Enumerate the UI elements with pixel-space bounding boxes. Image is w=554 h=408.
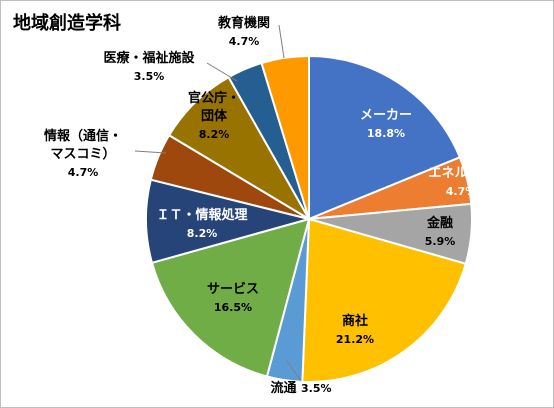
slice-value: 4.7% [229,35,260,48]
slice-value: 4.7% [68,166,99,179]
slice-value: 21.2% [336,333,374,346]
pie-slice [308,54,462,221]
slice-value: 3.5% [134,70,165,83]
chart-title: 地域創造学科 [13,13,121,34]
slice-name: 情報（通信・ [44,128,122,144]
leader-line [206,62,238,82]
pie-slice [301,217,467,383]
slice-value: 4.7% [446,185,477,198]
slice-name: 商社 [342,313,368,329]
slice-value: 8.2% [187,227,218,240]
slice-label: 流通 3.5% [270,380,331,396]
pie-slice [260,54,310,220]
pie-slice [150,217,311,378]
slice-name: 教育機関 [217,15,270,31]
leader-line [286,360,302,382]
leader-line [278,24,285,59]
slice-value: 18.8% [367,127,405,140]
slice-value: 3.5% [301,382,332,395]
slice-name: 団体 [201,108,228,124]
slice-value: 5.9% [425,235,456,248]
slice-name: エネルギー [428,165,493,181]
slice-name: マスコミ） [50,146,115,162]
slice-name: 官公庁・ [188,90,240,106]
slice-name: メーカー [360,108,412,123]
slice-name: 医療・福祉施設 [103,50,195,66]
slice-value: 8.2% [199,128,230,141]
slice-name: ＩＴ・情報処理 [156,207,247,223]
slice-name: サービス [207,281,259,297]
slice-name: 流通 [270,380,301,396]
leader-line [134,150,167,154]
slice-name: 金融 [426,215,453,231]
slice-value: 16.5% [214,301,252,314]
